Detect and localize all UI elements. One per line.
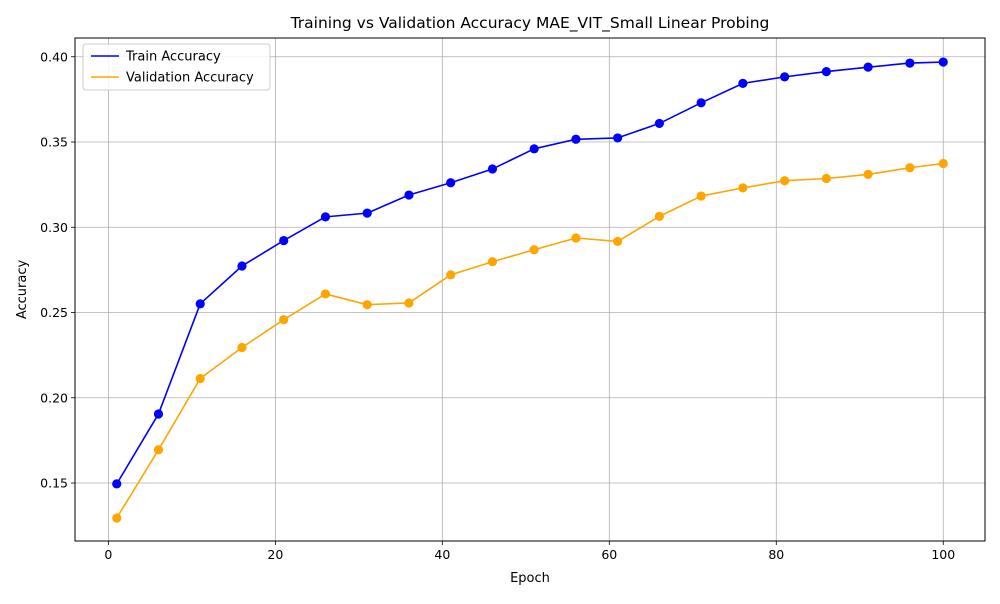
y-axis-ticks: 0.15 0.20 0.25 0.30 0.35 0.40 <box>40 49 75 491</box>
x-tick-label: 100 <box>931 547 955 562</box>
data-point <box>738 183 748 193</box>
data-point <box>938 158 948 169</box>
data-point <box>905 163 915 173</box>
data-point <box>487 257 498 267</box>
legend-label: Validation Accuracy <box>126 71 254 86</box>
x-axis-ticks: 0 20 40 60 80 100 <box>104 541 955 562</box>
chart-title: Training vs Validation Accuracy MAE_VIT_… <box>290 14 770 33</box>
data-point <box>112 479 122 489</box>
x-tick-label: 80 <box>768 547 784 562</box>
y-tick-label: 0.30 <box>40 220 68 235</box>
data-point <box>320 212 331 222</box>
x-tick-label: 40 <box>434 547 450 562</box>
x-tick-label: 0 <box>104 547 112 562</box>
data-point <box>863 62 873 72</box>
data-point <box>571 134 581 144</box>
grid-lines <box>75 38 985 541</box>
data-point <box>195 373 205 384</box>
data-point <box>696 98 706 108</box>
data-point <box>404 190 414 200</box>
data-point <box>279 315 289 325</box>
data-point <box>487 164 498 174</box>
series-0 <box>112 57 948 489</box>
data-point <box>571 233 581 243</box>
data-point <box>195 299 205 309</box>
data-point <box>780 72 790 82</box>
series-layer <box>112 57 948 523</box>
legend-label: Train Accuracy <box>125 50 221 65</box>
data-point <box>237 342 247 353</box>
data-point <box>362 300 372 310</box>
series-1 <box>112 158 948 523</box>
data-point <box>613 133 623 143</box>
data-point <box>237 261 247 271</box>
data-point <box>780 176 790 186</box>
data-point <box>863 169 873 180</box>
legend-box <box>82 43 271 91</box>
x-tick-label: 60 <box>601 547 617 562</box>
data-point <box>529 144 539 154</box>
data-point <box>613 236 623 247</box>
data-point <box>446 270 456 280</box>
data-point <box>938 57 948 67</box>
data-point <box>821 173 831 184</box>
data-point <box>279 235 289 246</box>
data-point <box>404 298 414 308</box>
x-tick-label: 20 <box>267 547 283 562</box>
data-point <box>821 66 831 77</box>
y-tick-label: 0.20 <box>40 390 68 405</box>
legend: Train Accuracy Validation Accuracy <box>82 43 271 91</box>
data-point <box>153 445 164 455</box>
plot-frame <box>74 37 986 542</box>
data-point <box>529 245 539 255</box>
data-point <box>738 78 748 88</box>
data-point <box>153 409 164 419</box>
y-tick-label: 0.25 <box>40 305 68 320</box>
data-point <box>654 118 665 129</box>
data-point <box>446 178 456 188</box>
data-point <box>320 289 331 299</box>
y-tick-label: 0.35 <box>40 135 68 150</box>
data-point <box>905 58 915 68</box>
data-point <box>112 513 122 523</box>
y-tick-label: 0.15 <box>40 476 68 491</box>
x-axis-title: Epoch <box>510 571 550 586</box>
y-axis-title: Accuracy <box>15 260 30 320</box>
y-tick-label: 0.40 <box>40 49 68 64</box>
data-point <box>654 211 665 221</box>
data-point <box>362 208 372 218</box>
data-point <box>696 191 706 201</box>
